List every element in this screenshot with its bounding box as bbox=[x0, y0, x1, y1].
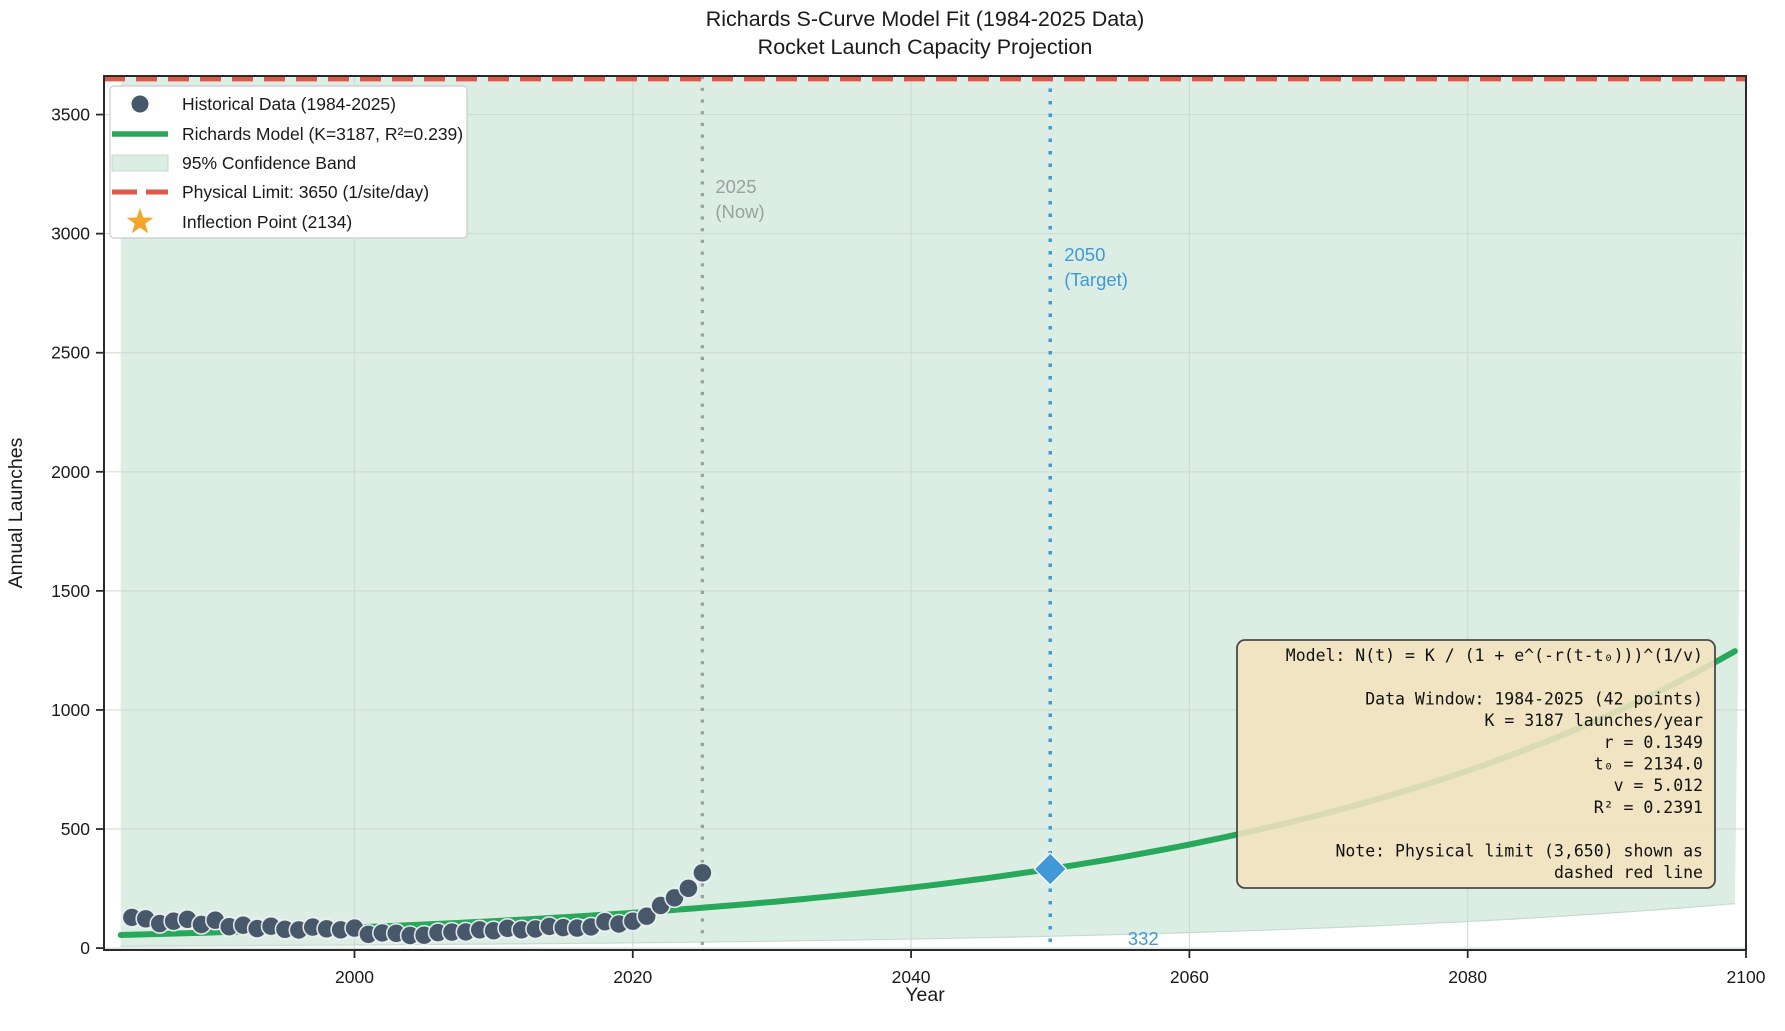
legend-label: 95% Confidence Band bbox=[182, 153, 356, 173]
now-label-line2: (Now) bbox=[715, 201, 764, 222]
info-box-background bbox=[1236, 639, 1716, 889]
historical-point bbox=[692, 862, 713, 884]
info-box-line: Model: N(t) = K / (1 + e^(-r(t-t₀)))^(1/… bbox=[1286, 646, 1703, 665]
x-tick-label: 2080 bbox=[1448, 967, 1487, 987]
x-tick-label: 2100 bbox=[1727, 967, 1766, 987]
y-tick-label: 0 bbox=[80, 938, 90, 958]
legend-label: Richards Model (K=3187, R²=0.239) bbox=[182, 124, 463, 144]
legend-historical-marker bbox=[131, 95, 149, 113]
legend: Historical Data (1984-2025) Richards Mode… bbox=[109, 85, 468, 239]
target-label-line1: 2050 bbox=[1064, 244, 1105, 265]
legend-label: Historical Data (1984-2025) bbox=[182, 94, 396, 114]
info-box-line: t₀ = 2134.0 bbox=[1594, 755, 1703, 774]
x-tick-label: 2040 bbox=[892, 967, 931, 987]
y-axis-label: Annual Launches bbox=[5, 437, 27, 588]
legend-box bbox=[109, 85, 468, 239]
historical-point bbox=[664, 887, 685, 909]
info-box-line: Note: Physical limit (3,650) shown as bbox=[1335, 841, 1703, 860]
target-label-line2: (Target) bbox=[1064, 269, 1128, 290]
confidence-band-lower-edge bbox=[120, 903, 1735, 947]
legend-label: Inflection Point (2134) bbox=[182, 212, 352, 232]
y-tick-label: 1500 bbox=[51, 581, 90, 601]
now-label-line1: 2025 bbox=[715, 176, 756, 197]
figure-title-line1: Richards S-Curve Model Fit (1984-2025 Da… bbox=[706, 7, 1145, 31]
x-axis-label: Year bbox=[905, 984, 945, 1006]
x-tick-label: 2020 bbox=[613, 967, 652, 987]
info-box-line: v = 5.012 bbox=[1614, 776, 1703, 795]
historical-point bbox=[636, 905, 658, 927]
info-box-line: Data Window: 1984-2025 (42 points) bbox=[1365, 689, 1703, 708]
legend-inflection-star-marker bbox=[126, 208, 154, 234]
y-tick-label: 1000 bbox=[51, 700, 90, 720]
info-box-line: K = 3187 launches/year bbox=[1484, 711, 1703, 730]
info-box-line: r = 0.1349 bbox=[1604, 733, 1703, 752]
y-tick-label: 3000 bbox=[51, 224, 90, 244]
legend-band-marker bbox=[111, 154, 169, 172]
figure-title-line2: Rocket Launch Capacity Projection bbox=[758, 35, 1093, 59]
target-value-label: 332 bbox=[1128, 928, 1159, 949]
axes-frame bbox=[103, 75, 1747, 951]
legend-label: Physical Limit: 3650 (1/site/day) bbox=[182, 182, 429, 202]
y-tick-label: 3500 bbox=[51, 105, 90, 125]
historical-point bbox=[678, 877, 699, 899]
info-box: Model: N(t) = K / (1 + e^(-r(t-t₀)))^(1/… bbox=[1236, 639, 1716, 889]
x-tick-label: 2000 bbox=[335, 967, 374, 987]
y-tick-label: 2500 bbox=[51, 343, 90, 363]
info-box-line: R² = 0.2391 bbox=[1594, 798, 1703, 817]
x-tick-label: 2060 bbox=[1170, 967, 1209, 987]
y-tick-label: 500 bbox=[61, 819, 90, 839]
info-box-line: dashed red line bbox=[1554, 863, 1703, 882]
y-tick-label: 2000 bbox=[51, 462, 90, 482]
target-diamond-marker bbox=[1033, 852, 1068, 886]
